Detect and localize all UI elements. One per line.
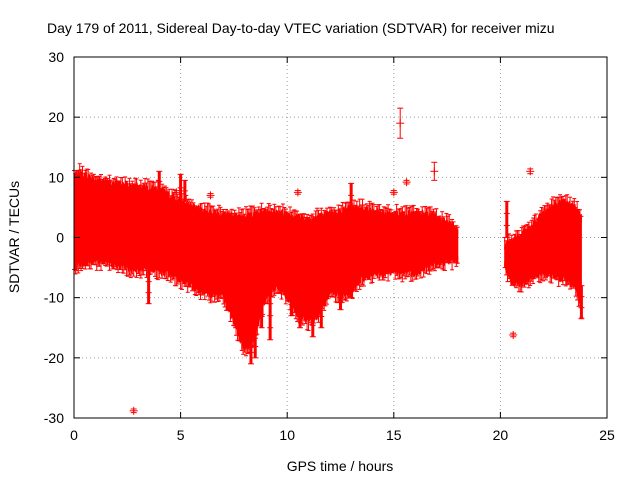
data-series	[72, 107, 585, 415]
y-tick-label: 20	[48, 109, 64, 125]
envelope-edge-markers-1	[502, 194, 584, 318]
outlier-point-8	[402, 178, 411, 187]
outlier-point-4	[526, 167, 535, 176]
spike-9	[318, 237, 325, 329]
spike-0	[233, 224, 240, 329]
outlier-point-2	[129, 406, 138, 415]
y-tick-label: -30	[44, 410, 64, 426]
chart-title: Day 179 of 2011, Sidereal Day-to-day VTE…	[47, 20, 555, 36]
spike-8	[309, 267, 316, 338]
spike-7	[296, 237, 303, 329]
spike-1	[241, 237, 248, 347]
outlier-point-0	[396, 107, 405, 139]
x-tick-label: 10	[279, 427, 295, 443]
spike-4	[258, 237, 265, 329]
outlier-point-5	[206, 191, 215, 200]
y-tick-label: 30	[48, 49, 64, 65]
y-tick-label: -20	[44, 350, 64, 366]
outlier-point-9	[84, 179, 93, 188]
x-tick-label: 25	[599, 427, 615, 443]
x-tick-label: 5	[177, 427, 185, 443]
axes: 0 5 10 15 20 25 -30 -20 -10 0 10 20 30	[44, 49, 615, 443]
spike-2	[247, 237, 254, 365]
y-tick-label: 0	[56, 230, 64, 246]
outlier-point-11	[172, 188, 181, 197]
outlier-point-3	[509, 330, 518, 339]
outlier-point-6	[293, 188, 302, 197]
spike-12	[145, 237, 152, 305]
y-axis-label: SDTVAR / TECUs	[6, 181, 22, 293]
spike-13	[156, 170, 163, 202]
y-tick-label: -10	[44, 290, 64, 306]
spike-18	[503, 200, 510, 238]
spike-15	[181, 179, 188, 202]
spike-5	[267, 267, 274, 341]
outlier-point-1	[430, 161, 439, 181]
x-axis-label: GPS time / hours	[287, 458, 394, 474]
y-tick-label: 10	[48, 169, 64, 185]
outlier-point-7	[389, 188, 398, 197]
outlier-point-10	[101, 176, 110, 185]
x-tick-label: 20	[493, 427, 509, 443]
spike-3	[252, 255, 259, 359]
spike-11	[348, 237, 355, 299]
spike-17	[578, 285, 585, 320]
x-tick-label: 0	[70, 427, 78, 443]
x-tick-label: 15	[386, 427, 402, 443]
spike-16	[348, 182, 355, 208]
spike-6	[288, 237, 295, 317]
spike-10	[337, 237, 344, 311]
